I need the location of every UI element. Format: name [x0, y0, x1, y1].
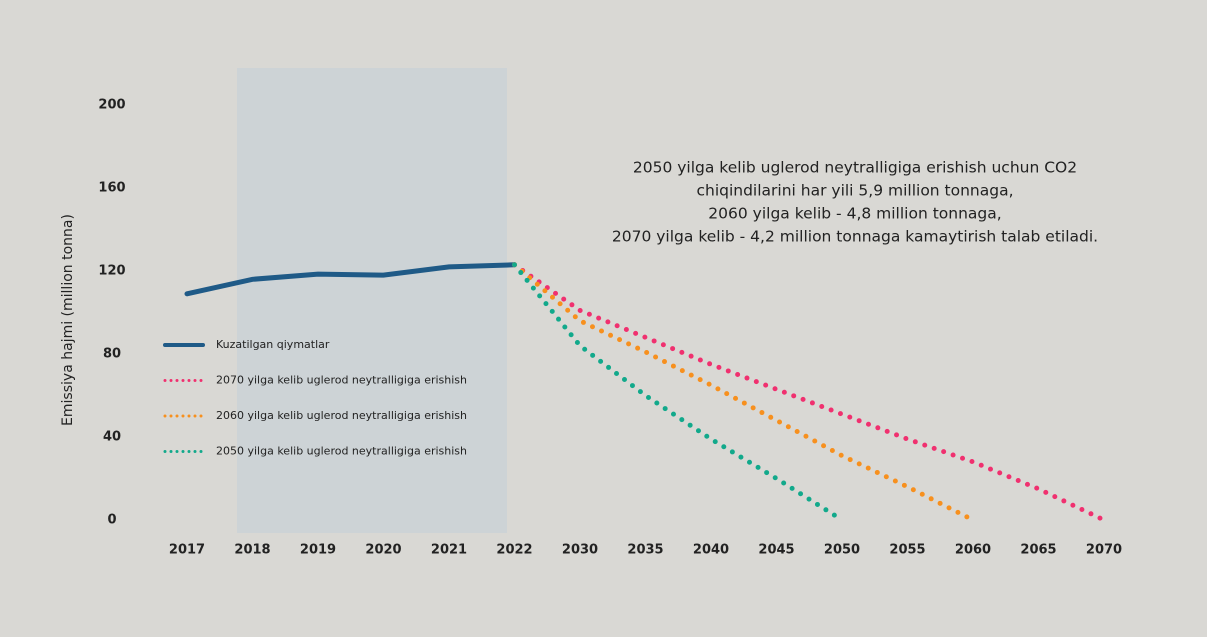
y-tick-label: 160 — [98, 181, 125, 196]
annotation: 2050 yilga kelib uglerod neytralligiga e… — [633, 159, 1077, 177]
annotation: 2060 yilga kelib - 4,8 million tonnaga, — [708, 205, 1001, 223]
x-tick-label: 2035 — [627, 543, 663, 558]
series-line — [184, 262, 517, 297]
y-tick-label: 0 — [107, 513, 116, 528]
x-tick-label: 2021 — [431, 543, 467, 558]
y-tick-label: 80 — [103, 347, 121, 362]
x-tick-label: 2020 — [365, 543, 401, 558]
x-tick-label: 2065 — [1020, 543, 1056, 558]
annotation: 2070 yilga kelib - 4,2 million tonnaga k… — [612, 228, 1098, 246]
x-tick-label: 2018 — [234, 543, 270, 558]
legend-label: 2060 yilga kelib uglerod neytralligiga e… — [216, 409, 467, 422]
annotation: chiqindilarini har yili 5,9 million tonn… — [696, 182, 1013, 200]
y-axis-label: Emissiya hajmi (million tonna) — [60, 214, 76, 426]
x-tick-label: 2055 — [889, 543, 925, 558]
x-tick-label: 2017 — [169, 543, 205, 558]
x-tick-label: 2070 — [1086, 543, 1122, 558]
legend-label: Kuzatilgan qiymatlar — [216, 338, 330, 351]
x-tick-label: 2019 — [300, 543, 336, 558]
y-tick-label: 120 — [98, 264, 125, 279]
legend-label: 2070 yilga kelib uglerod neytralligiga e… — [216, 374, 467, 387]
x-tick-label: 2030 — [562, 543, 598, 558]
y-tick-label: 200 — [98, 98, 125, 113]
x-tick-label: 2045 — [758, 543, 794, 558]
y-tick-label: 40 — [103, 430, 121, 445]
observed-band — [237, 68, 507, 533]
series-line — [512, 262, 976, 523]
x-tick-label: 2060 — [955, 543, 991, 558]
x-tick-label: 2040 — [693, 543, 729, 558]
legend-label: 2050 yilga kelib uglerod neytralligiga e… — [216, 445, 467, 458]
x-tick-label: 2022 — [496, 543, 532, 558]
x-tick-label: 2050 — [824, 543, 860, 558]
